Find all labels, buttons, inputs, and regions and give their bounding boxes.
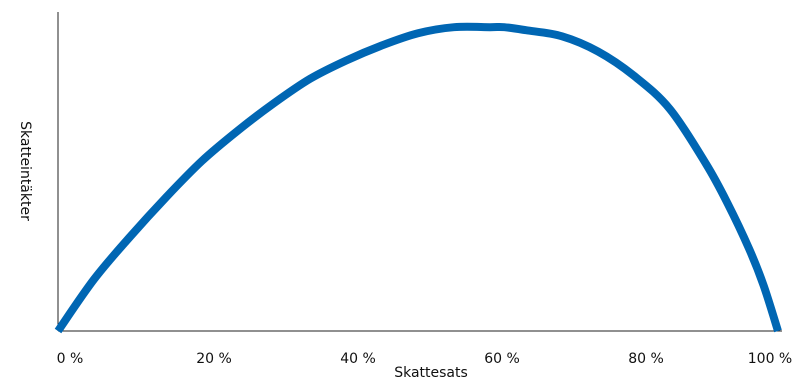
x-tick-labels: 0 % 20 % 40 % 60 % 80 % 100 %	[57, 351, 793, 367]
x-tick-label: 0 %	[57, 351, 84, 367]
x-tick-label: 20 %	[196, 351, 232, 367]
series-line-tax-revenue	[54, 22, 782, 334]
y-axis-title: Skatteintäkter	[17, 121, 33, 221]
x-tick-label: 60 %	[484, 351, 520, 367]
x-tick-label: 40 %	[340, 351, 376, 367]
x-tick-label: 100 %	[748, 351, 792, 367]
x-axis-title: Skattesats	[394, 365, 468, 379]
x-tick-label: 80 %	[628, 351, 664, 367]
